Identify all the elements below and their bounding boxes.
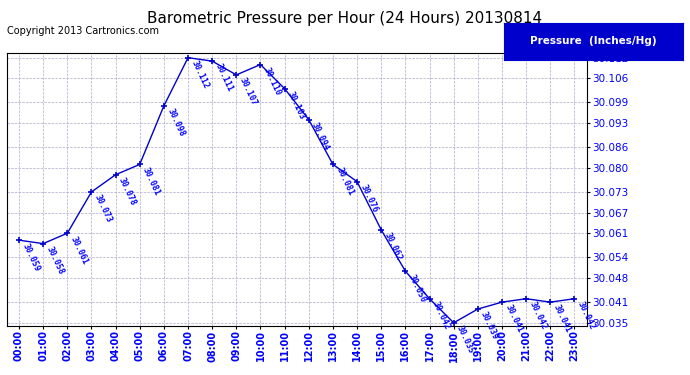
Text: 30.076: 30.076 [359,183,380,214]
Text: 30.098: 30.098 [166,107,186,138]
Text: 30.110: 30.110 [262,66,283,97]
Text: 30.107: 30.107 [238,76,259,107]
Text: 30.041: 30.041 [552,303,573,334]
Text: 30.035: 30.035 [455,324,476,355]
Text: 30.073: 30.073 [93,194,114,224]
Text: 30.094: 30.094 [310,121,331,152]
Text: Copyright 2013 Cartronics.com: Copyright 2013 Cartronics.com [7,26,159,36]
Text: 30.103: 30.103 [286,90,307,121]
Text: 30.059: 30.059 [21,242,41,273]
Text: 30.041: 30.041 [504,303,524,334]
Text: 30.061: 30.061 [69,235,90,266]
Text: 30.112: 30.112 [190,59,210,90]
Text: 30.042: 30.042 [576,300,597,331]
Text: 30.081: 30.081 [335,166,355,197]
Text: 30.081: 30.081 [141,166,162,197]
Text: Barometric Pressure per Hour (24 Hours) 20130814: Barometric Pressure per Hour (24 Hours) … [148,11,542,26]
Text: 30.058: 30.058 [45,245,66,276]
Text: 30.042: 30.042 [528,300,549,331]
Text: 30.050: 30.050 [407,273,428,303]
Text: 30.062: 30.062 [383,231,404,262]
Text: 30.111: 30.111 [214,63,235,93]
Text: Pressure  (Inches/Hg): Pressure (Inches/Hg) [530,36,657,46]
Text: 30.078: 30.078 [117,176,138,207]
Text: 30.039: 30.039 [480,310,500,341]
Text: 30.042: 30.042 [431,300,452,331]
